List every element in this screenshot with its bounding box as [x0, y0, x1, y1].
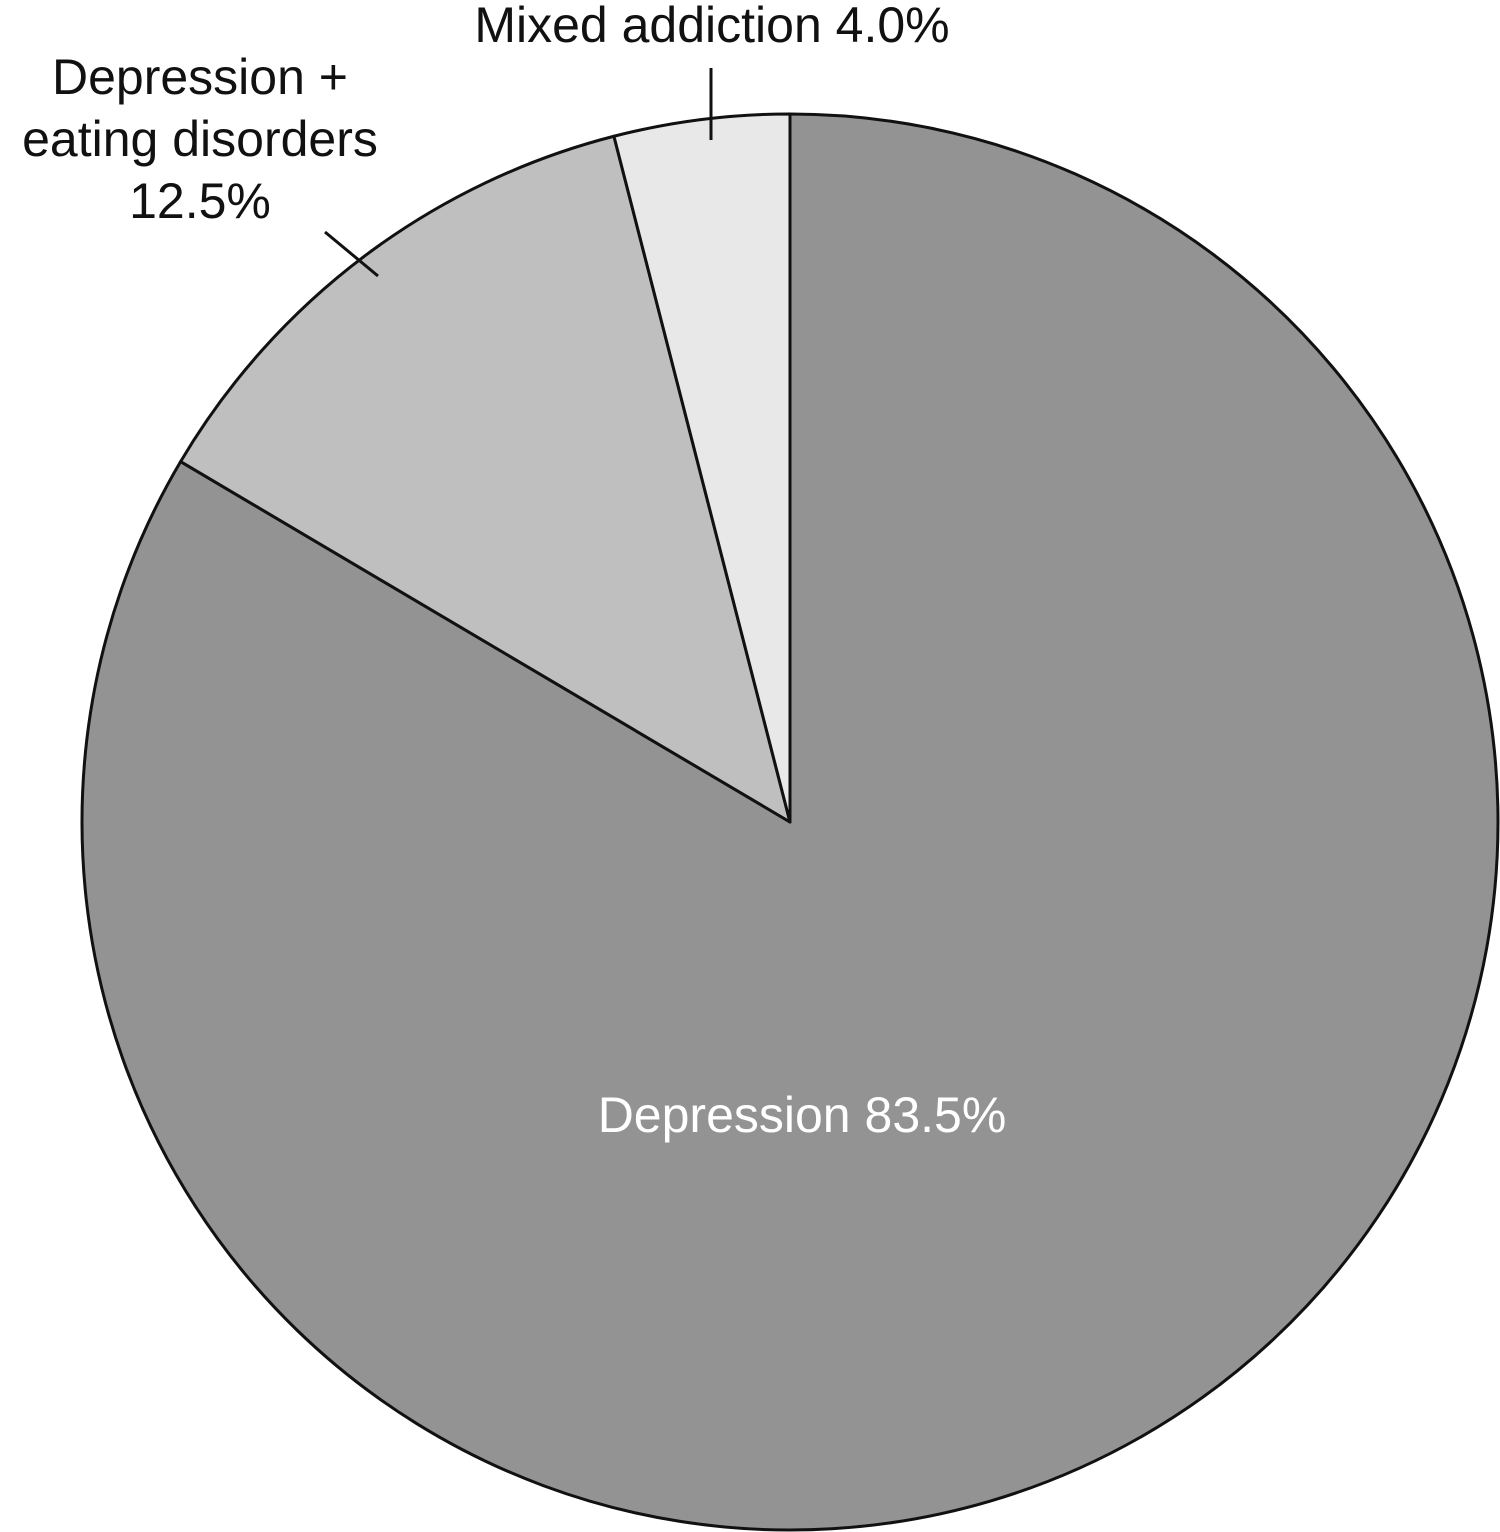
category-label: Depression + eating disorders [22, 49, 378, 167]
slice-label: Mixed addiction 4.0% [362, 0, 1062, 56]
pie-slice [179, 134, 792, 824]
category-label: Depression [597, 1087, 851, 1143]
value-label: 83.5% [864, 1087, 1007, 1143]
value-label: 12.5% [129, 173, 271, 229]
pie-slice [80, 112, 1500, 1532]
pie-slice [612, 112, 792, 824]
category-label: Mixed addiction [474, 0, 822, 53]
slice-label: Depression + eating disorders 12.5% [0, 46, 420, 232]
leader-line [324, 230, 379, 278]
value-label: 4.0% [835, 0, 950, 53]
slice-label: Depression 83.5% [452, 1084, 1152, 1146]
